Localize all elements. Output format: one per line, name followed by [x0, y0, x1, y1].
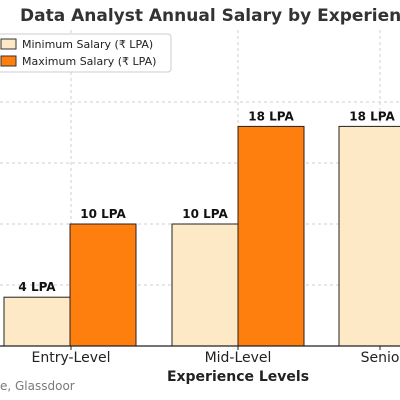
legend-box — [0, 33, 172, 73]
bars — [3, 125, 400, 347]
x-tick-labels: Entry-Level Mid-Level Senio — [31, 346, 399, 366]
data-label-minimum-1: 10 LPA — [182, 207, 228, 221]
chart-title: Data Analyst Annual Salary by Experience — [20, 6, 400, 26]
source-note: e, Glassdoor — [0, 379, 75, 393]
data-labels: 4 LPA 10 LPA 18 LPA 10 LPA 18 LPA — [18, 109, 395, 294]
legend-label-minimum: Minimum Salary (₹ LPA) — [22, 38, 153, 51]
bar-maximum-1 — [237, 125, 305, 347]
x-tick-label-0: Entry-Level — [31, 350, 110, 366]
bar-minimum-0 — [3, 296, 71, 347]
data-label-maximum-0: 10 LPA — [80, 207, 126, 221]
data-label-minimum-0: 4 LPA — [18, 280, 56, 294]
data-label-maximum-1: 18 LPA — [248, 109, 294, 123]
x-axis-label: Experience Levels — [167, 369, 309, 385]
legend: Minimum Salary (₹ LPA) Maximum Salary (₹… — [0, 33, 172, 73]
bar-maximum-0 — [69, 223, 137, 347]
legend-swatch-minimum — [0, 38, 17, 50]
data-label-minimum-2: 18 LPA — [349, 109, 395, 123]
x-tick-label-2: Senio — [361, 350, 400, 366]
bar-minimum-2 — [338, 125, 400, 347]
legend-label-maximum: Maximum Salary (₹ LPA) — [22, 55, 156, 68]
x-tick-label-1: Mid-Level — [205, 350, 272, 366]
bar-minimum-1 — [171, 223, 239, 347]
legend-swatch-maximum — [0, 55, 17, 67]
